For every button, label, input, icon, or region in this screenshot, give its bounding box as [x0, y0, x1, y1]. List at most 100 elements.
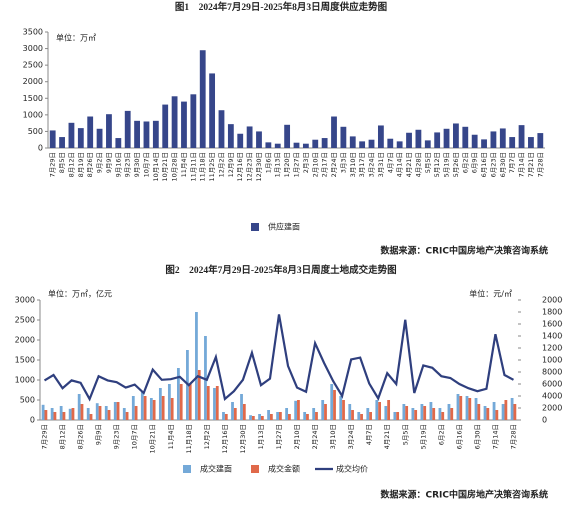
y-tick-label: 2500	[15, 316, 35, 325]
bar	[434, 132, 441, 148]
bar	[340, 126, 347, 148]
bar	[423, 406, 427, 420]
x-tick-label: 4月14日	[396, 152, 404, 177]
x-tick-label: 3月10日	[349, 152, 357, 177]
bar	[246, 126, 253, 148]
y2-tick-label: 14000	[542, 332, 563, 341]
bar	[471, 134, 478, 148]
x-tick-label: 12月2日	[217, 152, 225, 177]
bar	[357, 412, 361, 420]
bar	[213, 388, 216, 420]
y-tick-label: 2000	[23, 77, 43, 86]
x-tick-label: 4月21日	[383, 424, 391, 449]
bar	[124, 110, 131, 148]
x-tick-label: 12月30日	[255, 152, 263, 182]
x-tick-label: 6月9日	[471, 152, 479, 173]
x-tick-label: 10月28日	[171, 152, 179, 182]
x-tick-label: 10月7日	[131, 424, 139, 449]
x-tick-label: 6月23日	[489, 152, 497, 177]
bar	[518, 125, 525, 148]
bar	[71, 408, 75, 420]
bar	[510, 398, 514, 420]
y-tick-label: 3500	[23, 28, 43, 37]
bar	[242, 404, 246, 420]
bar	[414, 410, 418, 420]
x-tick-label: 2月24日	[311, 424, 319, 449]
x-tick-label: 10月7日	[142, 152, 150, 177]
x-tick-label: 9月16日	[114, 152, 122, 177]
x-tick-label: 3月17日	[358, 152, 366, 177]
bar	[107, 410, 111, 420]
bar	[438, 408, 442, 420]
legend-marker	[251, 223, 259, 231]
bar	[424, 140, 431, 148]
bar	[89, 414, 93, 420]
bar	[218, 110, 225, 148]
bar	[68, 122, 75, 148]
bar	[41, 404, 45, 420]
bar	[331, 116, 337, 148]
bar	[53, 412, 57, 420]
bar	[405, 406, 409, 420]
bar	[339, 396, 343, 420]
x-tick-label: 1月27日	[293, 152, 301, 177]
bar	[393, 412, 397, 420]
bar	[95, 403, 99, 420]
bar	[499, 128, 506, 148]
chart-title: 图2 2024年7月29日-2025年8月3日周度土地成交走势图	[165, 264, 396, 276]
bar	[453, 123, 459, 148]
x-tick-label: 4月7日	[386, 152, 394, 173]
bar	[115, 138, 122, 148]
x-tick-label: 7月29日	[41, 424, 49, 449]
bar	[209, 73, 216, 148]
bar	[50, 408, 54, 420]
x-tick-label: 12月23日	[246, 152, 254, 182]
x-tick-label: 6月16日	[480, 152, 488, 177]
x-tick-label: 11月11日	[189, 152, 197, 182]
bar	[179, 384, 183, 420]
bar	[312, 408, 316, 420]
y-tick-label: 1500	[15, 356, 35, 365]
bar	[197, 370, 201, 420]
y-tick-label: 0	[30, 416, 35, 425]
x-tick-label: 7月14日	[491, 424, 499, 449]
bar	[215, 386, 219, 420]
y2-tick-label: 20000	[542, 296, 563, 305]
x-tick-label: 9月9日	[95, 424, 103, 445]
bar	[227, 124, 234, 148]
bar	[474, 398, 478, 420]
bar	[490, 131, 497, 148]
bar	[513, 404, 517, 420]
x-tick-label: 3月24日	[368, 152, 376, 177]
bar	[68, 408, 72, 420]
bar	[265, 142, 272, 148]
bar	[122, 408, 126, 420]
bar	[260, 416, 264, 420]
bar	[143, 396, 147, 420]
x-tick-label: 8月5日	[58, 152, 66, 173]
legend-label: 成交建面	[200, 464, 232, 474]
x-tick-label: 1月13日	[274, 152, 282, 177]
bar	[429, 402, 433, 420]
x-tick-label: 3月3日	[339, 152, 347, 173]
x-tick-label: 4月21日	[405, 152, 413, 177]
x-tick-label: 2月3日	[302, 152, 310, 173]
bar	[134, 406, 138, 420]
x-tick-label: 3月24日	[347, 424, 355, 449]
bar	[77, 128, 84, 148]
x-tick-label: 8月12日	[59, 424, 67, 449]
bar	[306, 414, 309, 420]
x-tick-label: 6月30日	[473, 424, 481, 449]
bar	[384, 406, 388, 420]
bar	[351, 410, 354, 420]
x-tick-label: 3月10日	[329, 424, 337, 449]
bar	[450, 408, 454, 420]
bar	[465, 396, 469, 420]
bar	[324, 404, 327, 420]
x-tick-label: 12月16日	[236, 152, 244, 182]
y2-tick-label: 6000	[542, 380, 562, 389]
bar	[462, 126, 469, 148]
bar	[195, 312, 198, 420]
legend-marker	[251, 465, 259, 473]
